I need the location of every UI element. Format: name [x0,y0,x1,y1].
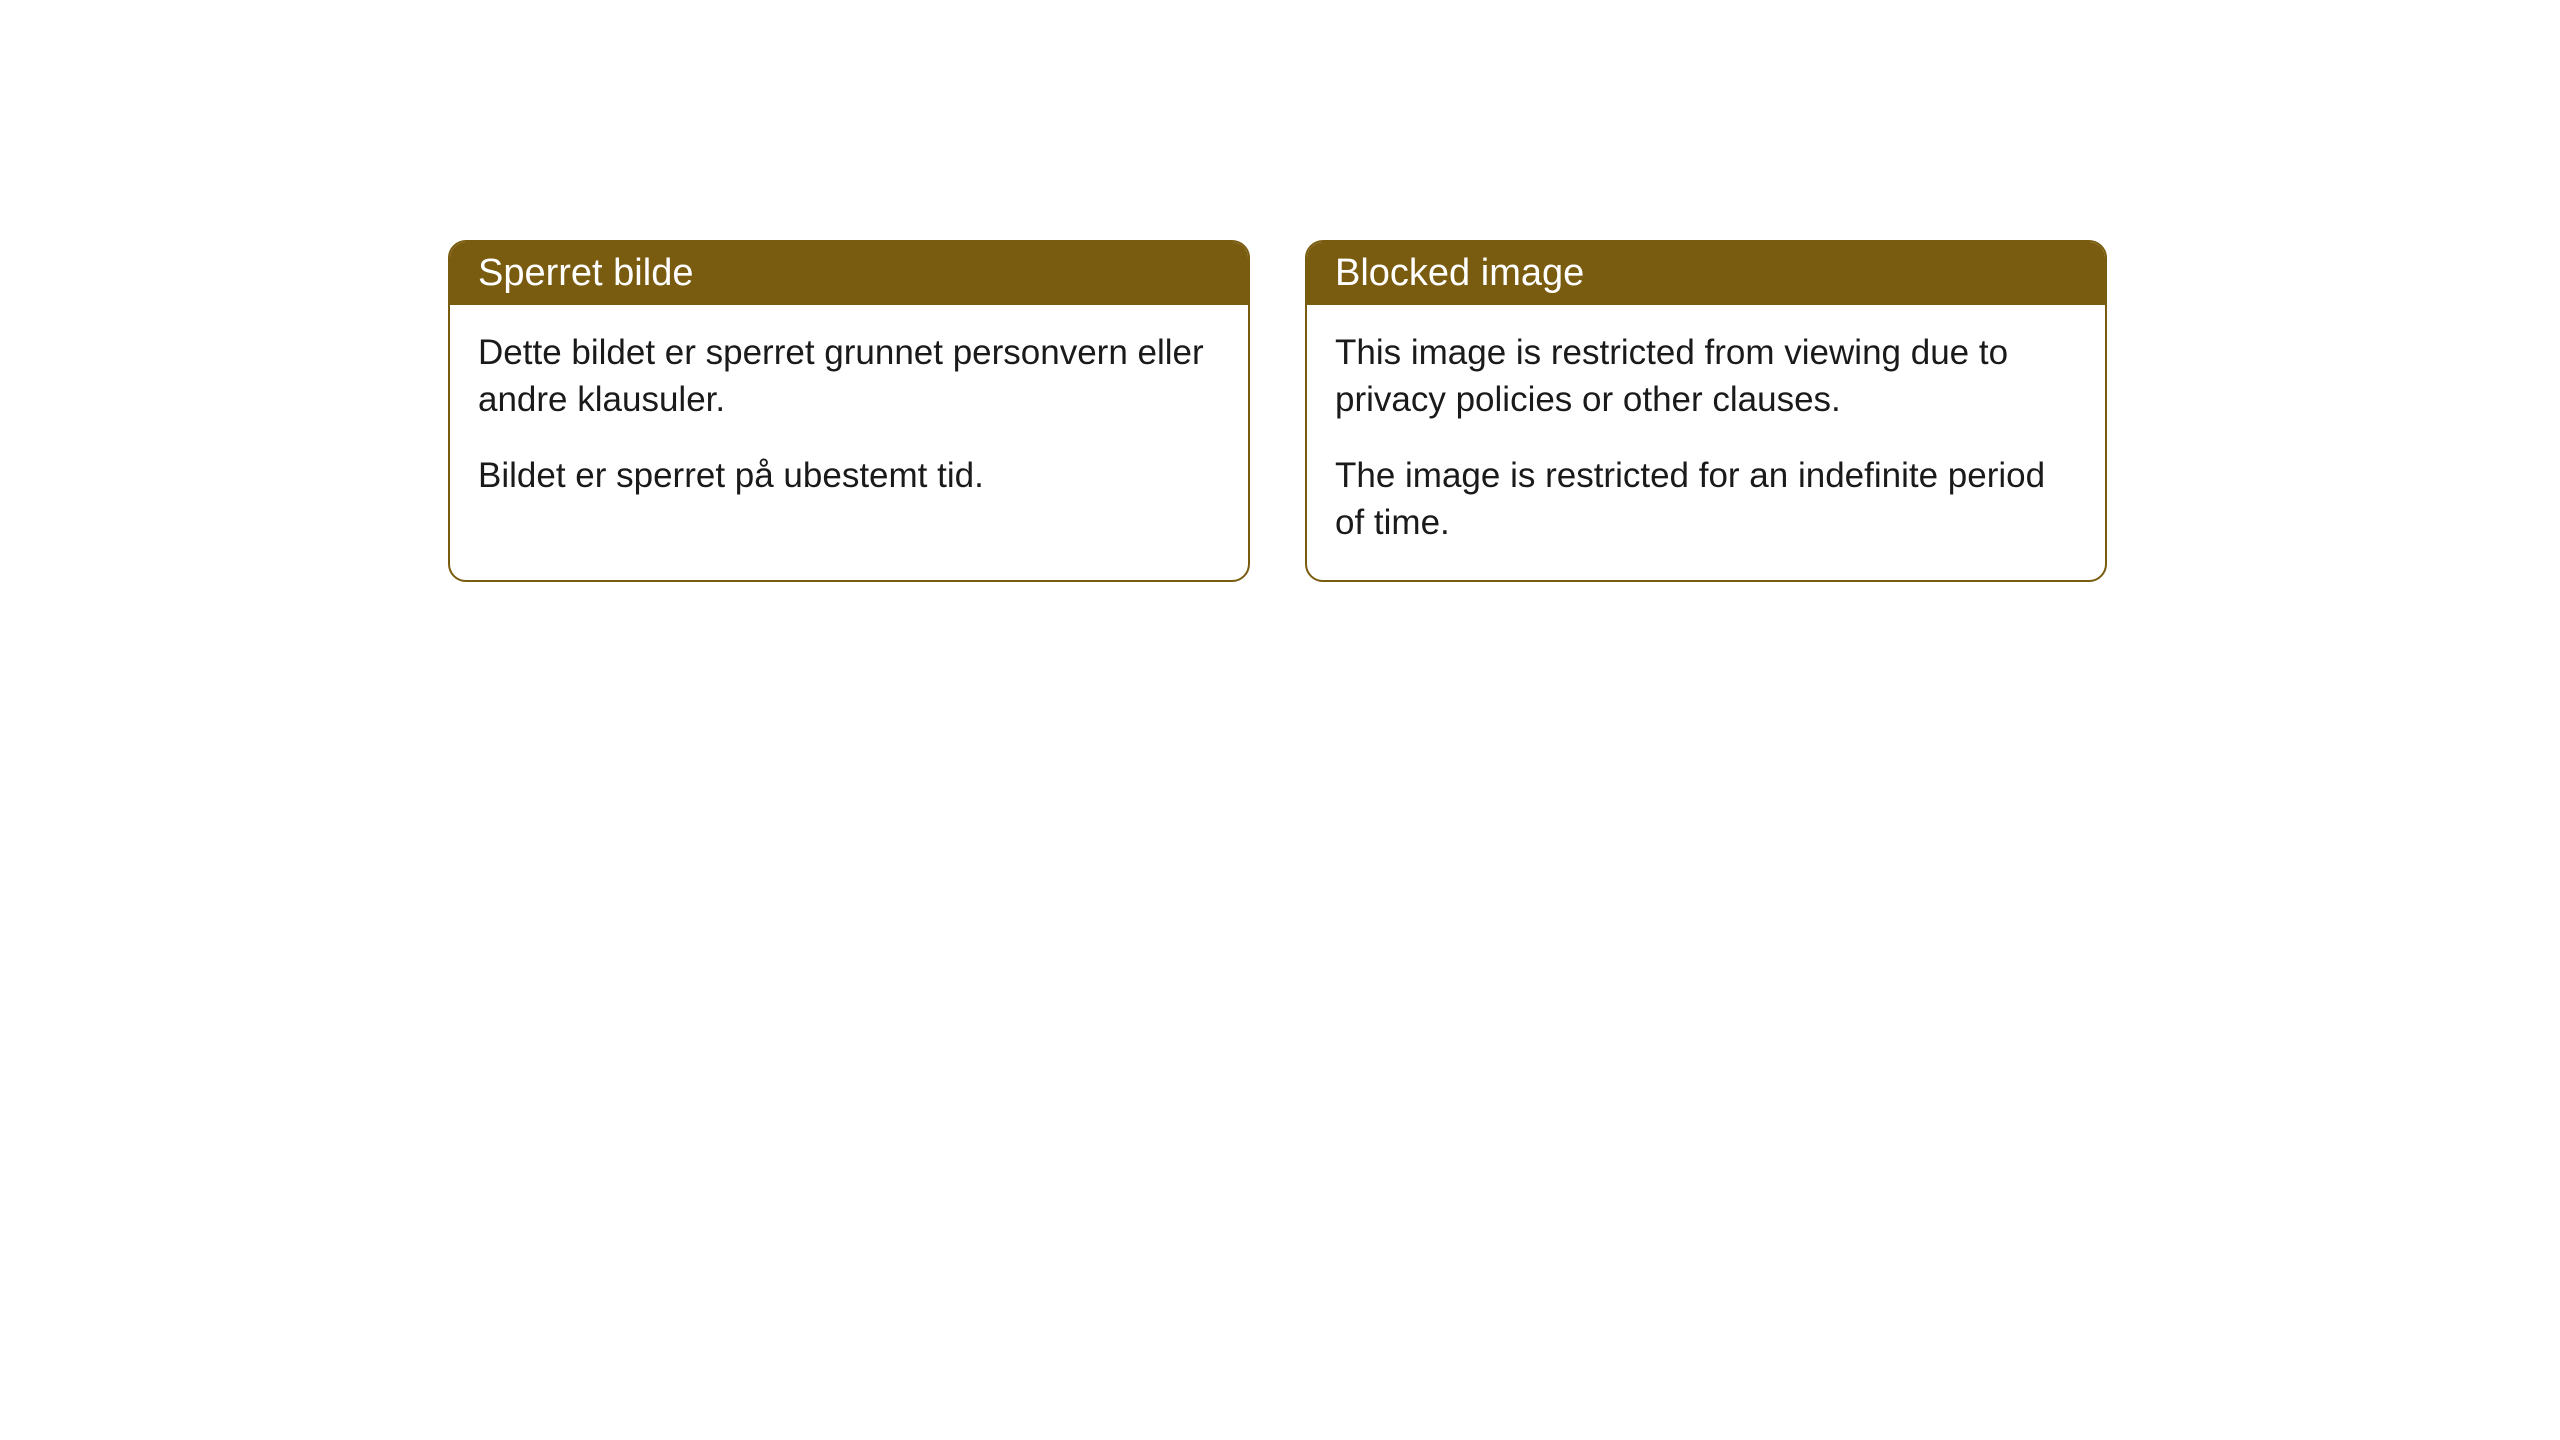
card-title: Sperret bilde [478,252,693,294]
notice-container: Sperret bilde Dette bildet er sperret gr… [0,0,2560,582]
card-paragraph: The image is restricted for an indefinit… [1335,452,2077,547]
card-title: Blocked image [1335,252,1584,294]
card-paragraph: Bildet er sperret på ubestemt tid. [478,452,1220,499]
notice-card-english: Blocked image This image is restricted f… [1305,240,2107,582]
notice-card-norwegian: Sperret bilde Dette bildet er sperret gr… [448,240,1250,582]
card-paragraph: Dette bildet er sperret grunnet personve… [478,329,1220,424]
card-body: Dette bildet er sperret grunnet personve… [450,305,1248,533]
card-paragraph: This image is restricted from viewing du… [1335,329,2077,424]
card-body: This image is restricted from viewing du… [1307,305,2105,580]
card-header: Sperret bilde [450,242,1248,305]
card-header: Blocked image [1307,242,2105,305]
